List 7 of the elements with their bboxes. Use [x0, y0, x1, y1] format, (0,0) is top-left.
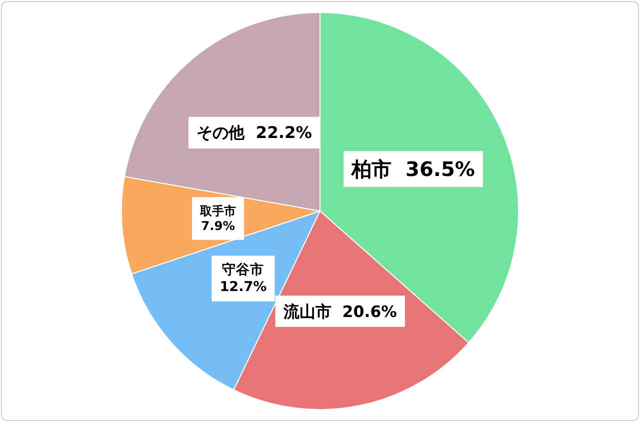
data-label: 12.7% — [220, 278, 268, 295]
data-label: 7.9% — [201, 219, 235, 234]
slice-label: 流山市 20.6% — [282, 302, 398, 321]
slice-label: 柏市 36.5% — [350, 157, 475, 182]
slice-label: 守谷市 — [222, 261, 264, 278]
slice-label: 取手市 — [199, 204, 236, 218]
slice-label: その他 22.2% — [196, 123, 312, 142]
